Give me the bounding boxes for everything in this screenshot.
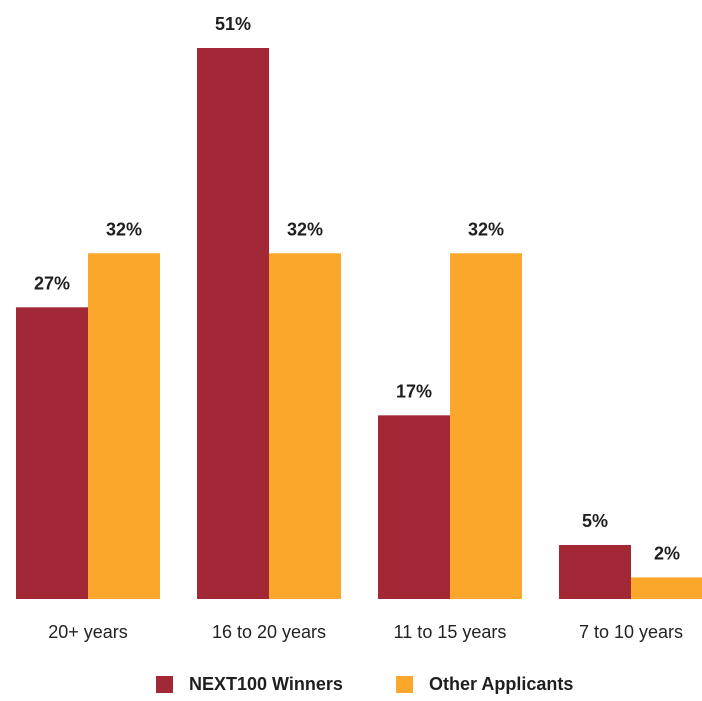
bars-layer [16, 48, 702, 599]
value-label-next100-winners-16-to-20-years: 51% [215, 14, 251, 34]
legend-label-other-applicants: Other Applicants [429, 674, 573, 694]
legend-swatch-next100-winners [156, 676, 173, 693]
legend-swatch-other-applicants [396, 676, 413, 693]
value-label-other-applicants-16-to-20-years: 32% [287, 219, 323, 239]
bar-other-applicants-7-to-10-years [631, 577, 702, 599]
value-label-next100-winners-11-to-15-years: 17% [396, 381, 432, 401]
bar-next100-winners-16-to-20-years [197, 48, 269, 599]
bar-other-applicants-11-to-15-years [450, 253, 522, 599]
value-label-other-applicants-7-to-10-years: 2% [654, 543, 680, 563]
bar-next100-winners-7-to-10-years [559, 544, 631, 599]
category-labels-layer: 20+ years 16 to 20 years 11 to 15 years 7 t… [48, 622, 683, 642]
bar-other-applicants-16-to-20-years [269, 253, 341, 599]
category-label-7-to-10-years: 7 to 10 years [579, 622, 683, 642]
legend: NEXT100 Winners Other Applicants [156, 674, 573, 694]
value-label-next100-winners-20-years: 27% [34, 273, 70, 293]
category-label-20-years: 20+ years [48, 622, 128, 642]
bar-next100-winners-11-to-15-years [378, 415, 450, 599]
value-label-other-applicants-20-years: 32% [106, 219, 142, 239]
value-labels-layer: 27% 32% 51% 32% 17% 32% 5% 2% [34, 14, 680, 563]
legend-label-next100-winners: NEXT100 Winners [189, 674, 343, 694]
category-label-11-to-15-years: 11 to 15 years [394, 622, 507, 642]
value-label-other-applicants-11-to-15-years: 32% [468, 219, 504, 239]
bar-other-applicants-20-years [88, 253, 160, 599]
bar-next100-winners-20-years [16, 307, 88, 599]
category-label-16-to-20-years: 16 to 20 years [212, 622, 326, 642]
value-label-next100-winners-7-to-10-years: 5% [582, 511, 608, 531]
